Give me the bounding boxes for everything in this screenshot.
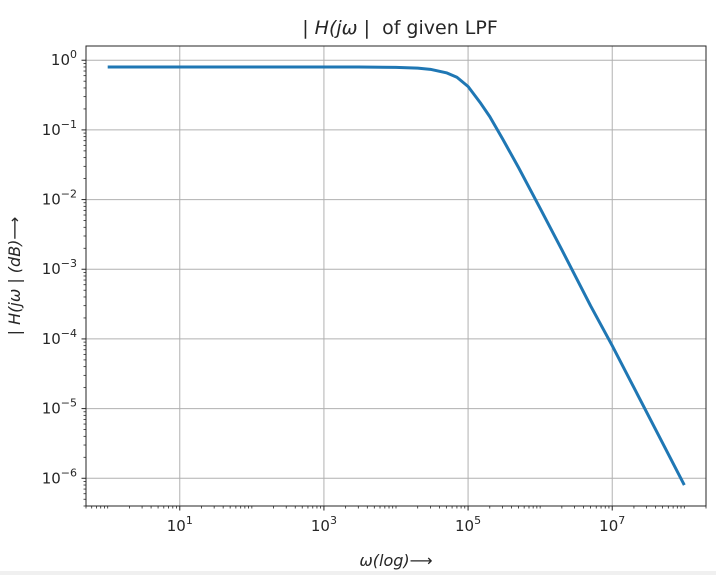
y-axis-label: | H(jω | (dB)⟶ bbox=[5, 217, 24, 336]
x-tick-label: 101 bbox=[167, 514, 193, 535]
x-tick-label: 103 bbox=[311, 514, 337, 535]
x-axis-label: ω(log)⟶ bbox=[359, 551, 432, 570]
y-tick-label: 10−5 bbox=[42, 397, 77, 418]
chart-title: | H(jω | of given LPF bbox=[302, 17, 498, 39]
y-tick-label: 100 bbox=[51, 48, 77, 69]
y-tick-label: 10−3 bbox=[42, 257, 77, 278]
y-tick-label: 10−6 bbox=[42, 466, 77, 487]
y-tick-label: 10−4 bbox=[42, 327, 77, 348]
y-tick-label: 10−2 bbox=[42, 188, 77, 209]
y-tick-label: 10−1 bbox=[42, 118, 77, 139]
x-tick-label: 107 bbox=[599, 514, 625, 535]
plot-frame bbox=[85, 45, 707, 507]
bottom-divider bbox=[0, 571, 716, 575]
x-tick-label: 105 bbox=[455, 514, 481, 535]
series-line bbox=[107, 65, 686, 486]
